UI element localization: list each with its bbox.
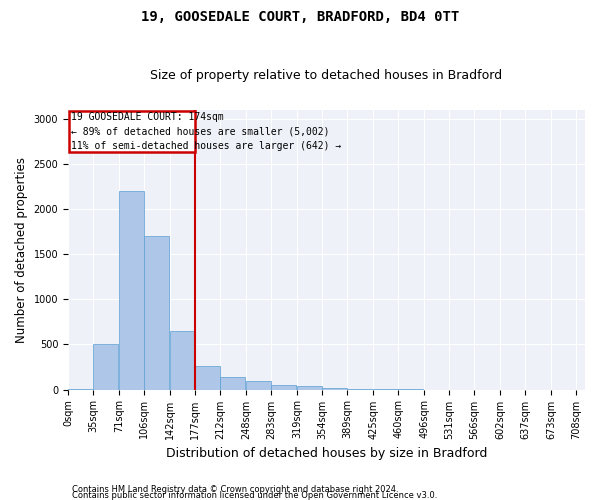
Bar: [297, 386, 322, 390]
Y-axis label: Number of detached properties: Number of detached properties: [15, 156, 28, 342]
Bar: [322, 388, 347, 390]
X-axis label: Distribution of detached houses by size in Bradford: Distribution of detached houses by size …: [166, 447, 487, 460]
Bar: [195, 366, 220, 390]
Bar: [144, 236, 169, 390]
Text: 19, GOOSEDALE COURT, BRADFORD, BD4 0TT: 19, GOOSEDALE COURT, BRADFORD, BD4 0TT: [141, 10, 459, 24]
Text: Contains public sector information licensed under the Open Government Licence v3: Contains public sector information licen…: [72, 490, 437, 500]
Bar: [93, 344, 118, 390]
Bar: [119, 191, 144, 390]
Bar: [246, 382, 271, 390]
Bar: [220, 377, 245, 390]
Bar: [170, 331, 195, 390]
Bar: [69, 112, 195, 152]
Bar: [271, 385, 296, 390]
Text: Contains HM Land Registry data © Crown copyright and database right 2024.: Contains HM Land Registry data © Crown c…: [72, 484, 398, 494]
Title: Size of property relative to detached houses in Bradford: Size of property relative to detached ho…: [151, 69, 503, 82]
Text: 19 GOOSEDALE COURT: 174sqm
← 89% of detached houses are smaller (5,002)
11% of s: 19 GOOSEDALE COURT: 174sqm ← 89% of deta…: [71, 112, 341, 152]
